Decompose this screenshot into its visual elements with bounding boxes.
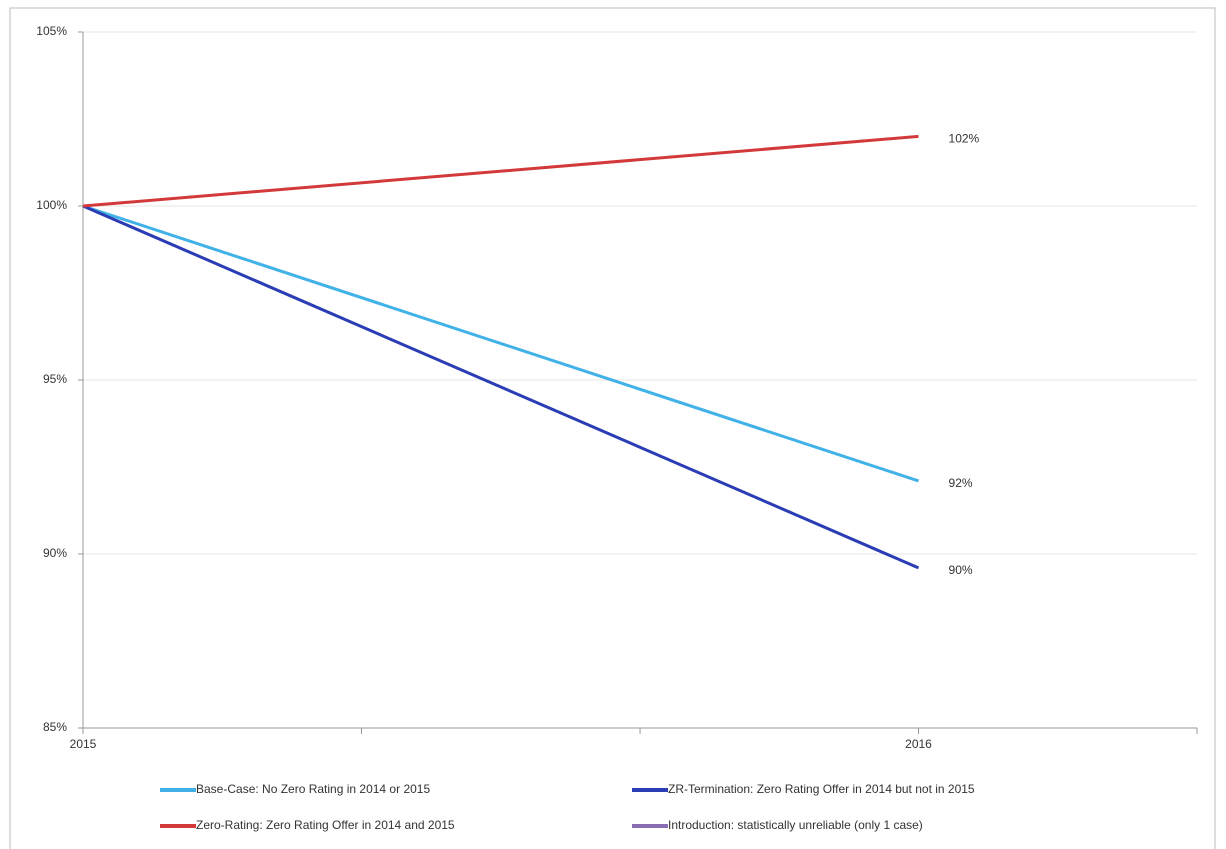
legend-label: ZR-Termination: Zero Rating Offer in 201… xyxy=(668,782,975,796)
y-tick-label: 85% xyxy=(43,720,67,734)
series-line xyxy=(82,204,920,570)
series-line xyxy=(82,134,919,208)
x-tick-label: 2015 xyxy=(70,737,97,751)
x-tick-label: 2016 xyxy=(905,737,932,751)
y-tick-label: 95% xyxy=(43,372,67,386)
value-label: 102% xyxy=(949,132,980,146)
legend-label: Base-Case: No Zero Rating in 2014 or 201… xyxy=(196,782,430,796)
series-line xyxy=(82,204,919,483)
value-label: 90% xyxy=(949,563,973,577)
legend-label: Zero-Rating: Zero Rating Offer in 2014 a… xyxy=(196,818,455,832)
y-tick-label: 90% xyxy=(43,546,67,560)
legend-label: Introduction: statistically unreliable (… xyxy=(668,818,923,832)
y-tick-label: 105% xyxy=(36,24,67,38)
chart-border xyxy=(9,7,1216,849)
y-tick-label: 100% xyxy=(36,198,67,212)
value-label: 92% xyxy=(949,476,973,490)
